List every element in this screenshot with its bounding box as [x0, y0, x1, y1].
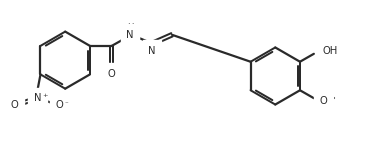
- Text: N: N: [149, 46, 156, 56]
- Text: N: N: [34, 93, 41, 103]
- Text: +: +: [42, 93, 48, 98]
- Text: ⁻: ⁻: [64, 102, 68, 107]
- Text: O: O: [56, 100, 64, 110]
- Text: OH: OH: [323, 46, 338, 56]
- Text: O: O: [11, 100, 18, 110]
- Text: O: O: [108, 69, 116, 79]
- Text: H: H: [127, 23, 133, 32]
- Text: O: O: [320, 96, 328, 106]
- Text: N: N: [126, 30, 134, 40]
